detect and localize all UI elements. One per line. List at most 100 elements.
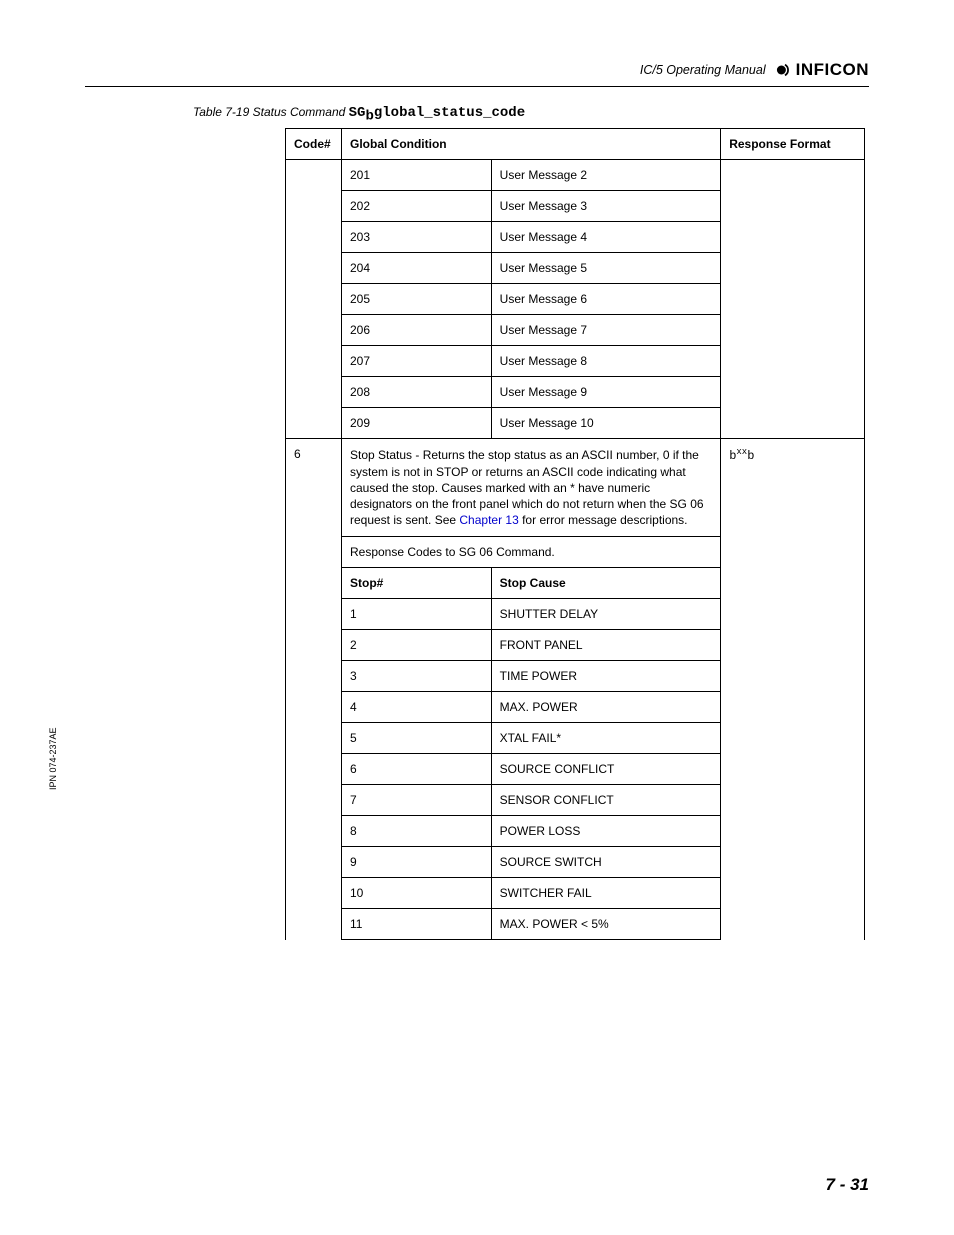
code6-row: 6 Stop Status - Returns the stop status …: [286, 439, 865, 537]
stop-cause: SOURCE SWITCH: [491, 847, 721, 878]
stop-num: 6: [341, 754, 491, 785]
empty-cell: [286, 568, 342, 599]
msg-text: User Message 8: [491, 346, 721, 377]
empty-cell: [286, 160, 342, 191]
empty-cell: [721, 408, 865, 439]
stop-cause-header: Stop Cause: [491, 568, 721, 599]
msg-text: User Message 9: [491, 377, 721, 408]
table-row: 206 User Message 7: [286, 315, 865, 346]
empty-cell: [721, 160, 865, 191]
msg-text: User Message 5: [491, 253, 721, 284]
msg-text: User Message 10: [491, 408, 721, 439]
side-label: IPN 074-237AE: [48, 727, 58, 790]
logo: INFICON: [776, 60, 869, 80]
header-title: IC/5 Operating Manual: [640, 63, 766, 77]
msg-num: 203: [341, 222, 491, 253]
empty-cell: [721, 847, 865, 878]
empty-cell: [286, 785, 342, 816]
stop-cause: SHUTTER DELAY: [491, 599, 721, 630]
stop-cause: MAX. POWER < 5%: [491, 909, 721, 940]
stop-row: 10 SWITCHER FAIL: [286, 878, 865, 909]
stop-cause: SENSOR CONFLICT: [491, 785, 721, 816]
empty-cell: [286, 315, 342, 346]
empty-cell: [286, 537, 342, 568]
chapter-link[interactable]: Chapter 13: [459, 513, 518, 527]
col-header-condition: Global Condition: [341, 129, 720, 160]
stop-row: 4 MAX. POWER: [286, 692, 865, 723]
table-row: 207 User Message 8: [286, 346, 865, 377]
empty-cell: [286, 222, 342, 253]
response-codes-text: Response Codes to SG 06 Command.: [341, 537, 720, 568]
msg-text: User Message 6: [491, 284, 721, 315]
empty-cell: [721, 909, 865, 940]
stop-row: 3 TIME POWER: [286, 661, 865, 692]
desc-part2: for error message descriptions.: [519, 513, 688, 527]
table-caption: Table 7-19 Status Command SGbglobal_stat…: [193, 105, 869, 124]
empty-cell: [286, 377, 342, 408]
table-row: 208 User Message 9: [286, 377, 865, 408]
empty-cell: [721, 377, 865, 408]
stop-num: 10: [341, 878, 491, 909]
msg-num: 204: [341, 253, 491, 284]
stop-cause: SOURCE CONFLICT: [491, 754, 721, 785]
empty-cell: [721, 284, 865, 315]
stop-row: 1 SHUTTER DELAY: [286, 599, 865, 630]
empty-cell: [721, 692, 865, 723]
stop-cause: SWITCHER FAIL: [491, 878, 721, 909]
stop-num: 3: [341, 661, 491, 692]
col-header-response: Response Format: [721, 129, 865, 160]
stop-cause: FRONT PANEL: [491, 630, 721, 661]
stop-num: 4: [341, 692, 491, 723]
stop-row: 6 SOURCE CONFLICT: [286, 754, 865, 785]
stop-num-header: Stop#: [341, 568, 491, 599]
empty-cell: [721, 754, 865, 785]
code6-description: Stop Status - Returns the stop status as…: [341, 439, 720, 537]
msg-text: User Message 3: [491, 191, 721, 222]
logo-icon: [776, 61, 794, 79]
msg-text: User Message 2: [491, 160, 721, 191]
empty-cell: [721, 630, 865, 661]
msg-num: 201: [341, 160, 491, 191]
empty-cell: [286, 754, 342, 785]
empty-cell: [286, 723, 342, 754]
stop-row: 9 SOURCE SWITCH: [286, 847, 865, 878]
empty-cell: [286, 878, 342, 909]
table-row: 204 User Message 5: [286, 253, 865, 284]
page-container: IC/5 Operating Manual INFICON Table 7-19…: [0, 0, 954, 1235]
stop-cause: POWER LOSS: [491, 816, 721, 847]
stop-row: 11 MAX. POWER < 5%: [286, 909, 865, 940]
msg-text: User Message 4: [491, 222, 721, 253]
empty-cell: [286, 816, 342, 847]
stop-num: 2: [341, 630, 491, 661]
empty-cell: [721, 723, 865, 754]
caption-cmd2: global_status_code: [374, 105, 525, 121]
empty-cell: [286, 847, 342, 878]
page-number: 7 - 31: [826, 1175, 869, 1195]
stop-row: 7 SENSOR CONFLICT: [286, 785, 865, 816]
stop-num: 5: [341, 723, 491, 754]
response-codes-row: Response Codes to SG 06 Command.: [286, 537, 865, 568]
empty-cell: [721, 315, 865, 346]
table-row: 205 User Message 6: [286, 284, 865, 315]
msg-text: User Message 7: [491, 315, 721, 346]
caption-cmd1: SG: [349, 105, 366, 121]
page-header: IC/5 Operating Manual INFICON: [85, 60, 869, 87]
caption-sub: b: [365, 108, 373, 124]
col-header-code: Code#: [286, 129, 342, 160]
logo-text: INFICON: [796, 60, 869, 80]
table-header-row: Code# Global Condition Response Format: [286, 129, 865, 160]
empty-cell: [721, 253, 865, 284]
stop-cause: XTAL FAIL*: [491, 723, 721, 754]
empty-cell: [721, 661, 865, 692]
msg-num: 208: [341, 377, 491, 408]
stop-cause: TIME POWER: [491, 661, 721, 692]
empty-cell: [721, 222, 865, 253]
stop-row: 8 POWER LOSS: [286, 816, 865, 847]
empty-cell: [286, 599, 342, 630]
table-row: 203 User Message 4: [286, 222, 865, 253]
empty-cell: [286, 630, 342, 661]
table-row: 201 User Message 2: [286, 160, 865, 191]
msg-num: 207: [341, 346, 491, 377]
empty-cell: [721, 537, 865, 568]
empty-cell: [286, 346, 342, 377]
